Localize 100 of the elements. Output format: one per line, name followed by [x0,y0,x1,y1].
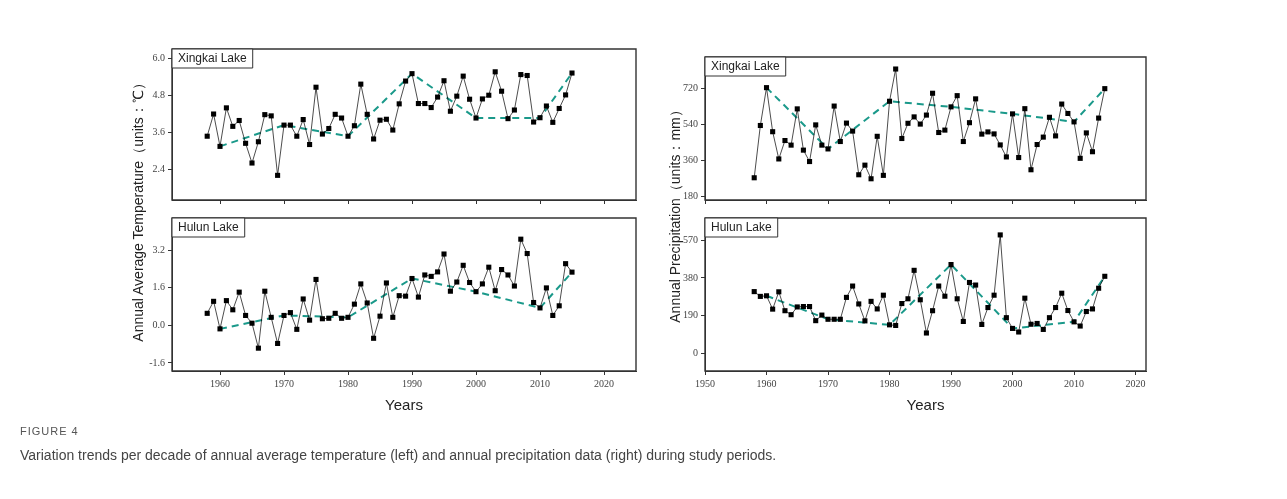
point [788,312,794,318]
point [345,133,351,139]
point [1102,86,1108,92]
chart-title: Hulun Lake [178,220,240,235]
y-tick-label: 3.2 [152,243,165,255]
point [492,288,498,294]
point [460,73,466,79]
point [886,98,893,104]
point [268,113,274,119]
point [1016,329,1022,335]
x-tick-label: 2020 [594,377,614,389]
point [831,103,837,109]
point [850,283,856,289]
point [960,318,966,325]
point [262,112,268,118]
point [313,276,319,282]
point [1028,321,1034,327]
point [409,71,415,77]
point [1016,155,1022,161]
point [492,69,498,75]
point [409,275,415,282]
point [396,293,402,299]
point [942,293,948,299]
y-axis-title: Annual Precipitation（units：mm） [666,102,684,325]
point [751,289,757,295]
point [454,93,460,99]
x-tick-label: 2000 [466,377,486,389]
point [1040,134,1046,140]
point [923,112,929,118]
point [997,232,1003,238]
chart-title: Hulun Lake [711,220,773,235]
point [287,122,293,128]
point [435,269,441,275]
point [473,115,479,121]
point [1077,323,1083,329]
y-tick-label: 2.4 [152,162,165,174]
point [862,162,868,168]
point [332,111,338,117]
point [991,292,997,298]
point [499,267,505,273]
point [856,301,862,307]
point [880,172,886,178]
point [776,156,782,162]
point [511,283,517,289]
point [991,131,997,137]
point [997,142,1003,148]
y-tick-label: 380 [683,271,698,283]
point [763,293,770,299]
point [868,298,874,304]
point [486,92,492,98]
point [954,93,960,99]
point [966,279,973,286]
point [300,296,306,302]
point [281,312,287,318]
point [893,66,899,72]
point [204,310,210,316]
x-tick-label: 1970 [818,377,839,389]
point [843,294,850,300]
point [563,92,569,98]
point [1009,325,1016,331]
point [479,281,485,287]
y-tick-label: 540 [683,118,698,130]
point [518,236,524,242]
text: Variation trends per decade of annual average temperature (left) and annual precipitation data (right) during study periods. [20,447,778,463]
point [441,251,447,257]
point [1089,306,1096,312]
point [813,122,819,128]
point [825,146,831,152]
point [757,122,763,129]
point [415,294,421,300]
x-axis-title: Years [906,396,945,414]
point [1065,307,1071,314]
point [1053,133,1059,139]
point [954,296,960,302]
point [899,301,905,307]
point [319,316,325,322]
point [569,70,575,76]
point [390,314,396,320]
point [1071,319,1077,325]
point [403,78,409,84]
chart-title: Xingkai Lake [178,51,248,66]
point [351,123,357,129]
point [782,137,788,144]
x-tick-label: 1980 [338,377,358,389]
point [794,106,800,112]
y-tick-label: 190 [683,309,698,321]
y-tick-label: 6.0 [152,51,165,63]
point [1003,315,1009,321]
point [1034,320,1040,326]
point [358,281,364,287]
point [543,285,549,291]
point [807,159,813,165]
point [1096,285,1102,291]
point [556,105,562,112]
point [1083,130,1089,136]
point [339,315,345,321]
point [1065,110,1071,117]
point [1059,101,1065,107]
point [454,279,460,285]
point [294,133,300,139]
